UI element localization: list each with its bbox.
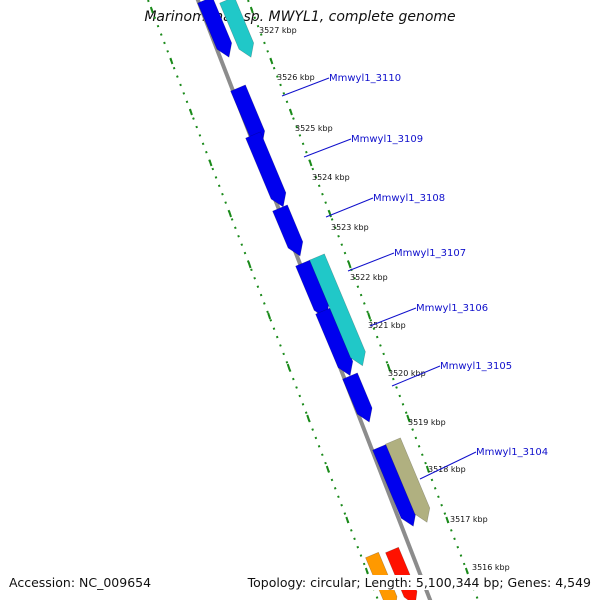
kbp-tick-label: 3517 kbp (450, 515, 488, 524)
forward-gene-arrow (272, 204, 304, 257)
kbp-tick-label: 3525 kbp (295, 124, 333, 133)
forward-gene-arrow (197, 0, 233, 58)
kbp-tick-label: 3516 kbp (472, 563, 510, 572)
ruler-tick (406, 414, 411, 422)
ruler-tick (445, 516, 450, 524)
ruler-tick (464, 567, 469, 575)
ruler-tick (188, 108, 193, 116)
ruler-tick (149, 6, 154, 14)
gene-label-leader (347, 252, 395, 272)
gene-label: Mmwyl1_3109 (351, 134, 423, 145)
forward-gene-arrow (342, 372, 373, 423)
forward-gene-arrow (315, 307, 354, 377)
kbp-tick-label: 3526 kbp (277, 73, 315, 82)
forward-gene-arrow (230, 84, 266, 146)
ruler-tick (308, 159, 313, 167)
kbp-tick-label: 3523 kbp (331, 223, 369, 232)
ruler-tick (169, 57, 174, 65)
kbp-tick-label: 3519 kbp (408, 418, 446, 427)
ruler-tick (345, 516, 350, 524)
ruler-tick (286, 363, 291, 371)
cyan-gene-arrow (219, 0, 255, 58)
ruler-tick (306, 414, 311, 422)
kbp-tick-label: 3520 kbp (388, 369, 426, 378)
ruler-tick (325, 465, 330, 473)
ruler-tick (386, 363, 391, 371)
kbp-tick-label: 3524 kbp (312, 173, 350, 182)
ruler-tick (328, 210, 332, 218)
kbp-tick-label: 3527 kbp (259, 26, 297, 35)
ruler-tick (347, 261, 352, 269)
ruler-tick (249, 6, 254, 14)
gene-label-leader (325, 197, 374, 218)
accession-text: Accession: NC_009654 (9, 575, 152, 590)
cyan-gene-arrow (309, 253, 366, 367)
ruler-tick (364, 567, 369, 575)
kbp-tick-label: 3521 kbp (368, 321, 406, 330)
gene-label-leader (391, 365, 441, 387)
gene-label: Mmwyl1_3108 (373, 193, 445, 204)
dotted-ruler-outer (247, 0, 479, 600)
ruler-tick (425, 465, 430, 473)
kbp-tick-label: 3522 kbp (350, 273, 388, 282)
gene-label: Mmwyl1_3106 (416, 303, 488, 314)
forward-gene-arrow (372, 443, 417, 527)
gene-label-leader (281, 77, 330, 97)
gene-label-leader (369, 307, 417, 327)
ruler-tick (288, 108, 293, 116)
ruler-tick (267, 312, 272, 320)
ruler-tick (228, 210, 232, 218)
forward-gene-arrow (245, 131, 287, 208)
genome-summary-text: Topology: circular; Length: 5,100,344 bp… (247, 575, 591, 590)
ruler-tick (269, 57, 274, 65)
ruler-tick (367, 312, 372, 320)
ruler-tick (208, 159, 213, 167)
ruler-tick (247, 261, 252, 269)
gene-label: Mmwyl1_3104 (476, 447, 548, 458)
gene-label: Mmwyl1_3110 (329, 73, 401, 84)
gene-label: Mmwyl1_3105 (440, 361, 512, 372)
kbp-tick-label: 3518 kbp (428, 465, 466, 474)
olive-gene-arrow (385, 437, 431, 523)
gene-label-leader (419, 451, 477, 480)
gene-label-leader (303, 138, 352, 158)
gene-label: Mmwyl1_3107 (394, 248, 466, 259)
